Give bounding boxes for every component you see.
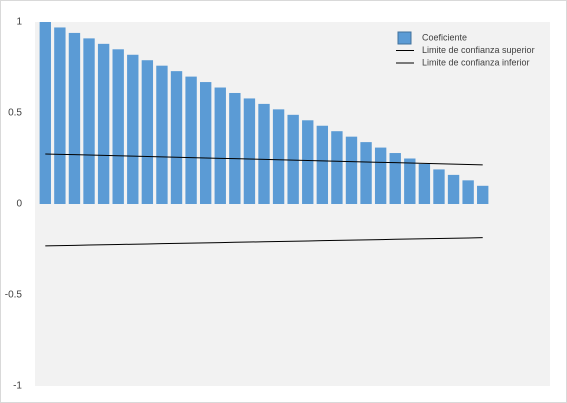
bar	[360, 142, 372, 204]
bar	[185, 76, 197, 204]
bar	[345, 136, 358, 204]
bar	[477, 185, 489, 204]
bar	[112, 49, 124, 204]
bar	[272, 109, 285, 204]
confidence-line	[45, 237, 483, 247]
bar	[243, 98, 256, 204]
legend-swatch	[397, 31, 412, 45]
y-tick-label: -1	[13, 381, 22, 392]
bar	[389, 153, 401, 204]
bar	[156, 65, 168, 205]
bar	[199, 82, 212, 204]
bar	[141, 60, 154, 204]
bar	[418, 163, 431, 204]
bar	[170, 71, 183, 204]
bar	[316, 125, 329, 204]
bar	[433, 169, 445, 204]
bar	[404, 158, 416, 204]
bar	[54, 27, 66, 205]
bar	[374, 147, 387, 204]
bar	[302, 120, 314, 204]
legend-label: Limite de confianza inferior	[422, 57, 530, 67]
bar	[127, 54, 139, 205]
bar	[83, 38, 95, 204]
bar	[97, 43, 110, 205]
legend-label: Coeficiente	[422, 32, 467, 42]
bar	[447, 174, 460, 204]
bar	[229, 92, 241, 204]
y-tick-label: 1	[16, 17, 22, 28]
y-tick-label: -0.5	[5, 290, 23, 301]
confidence-line	[45, 153, 483, 166]
bar	[331, 131, 343, 204]
bar	[462, 180, 474, 204]
legend-label: Limite de confianza superior	[422, 45, 535, 55]
bar	[214, 87, 226, 204]
bar	[258, 103, 270, 204]
y-tick-label: 0	[16, 199, 22, 210]
bar	[68, 32, 81, 204]
y-tick-label: 0.5	[8, 108, 22, 119]
bar	[287, 114, 299, 204]
bar	[39, 22, 51, 204]
